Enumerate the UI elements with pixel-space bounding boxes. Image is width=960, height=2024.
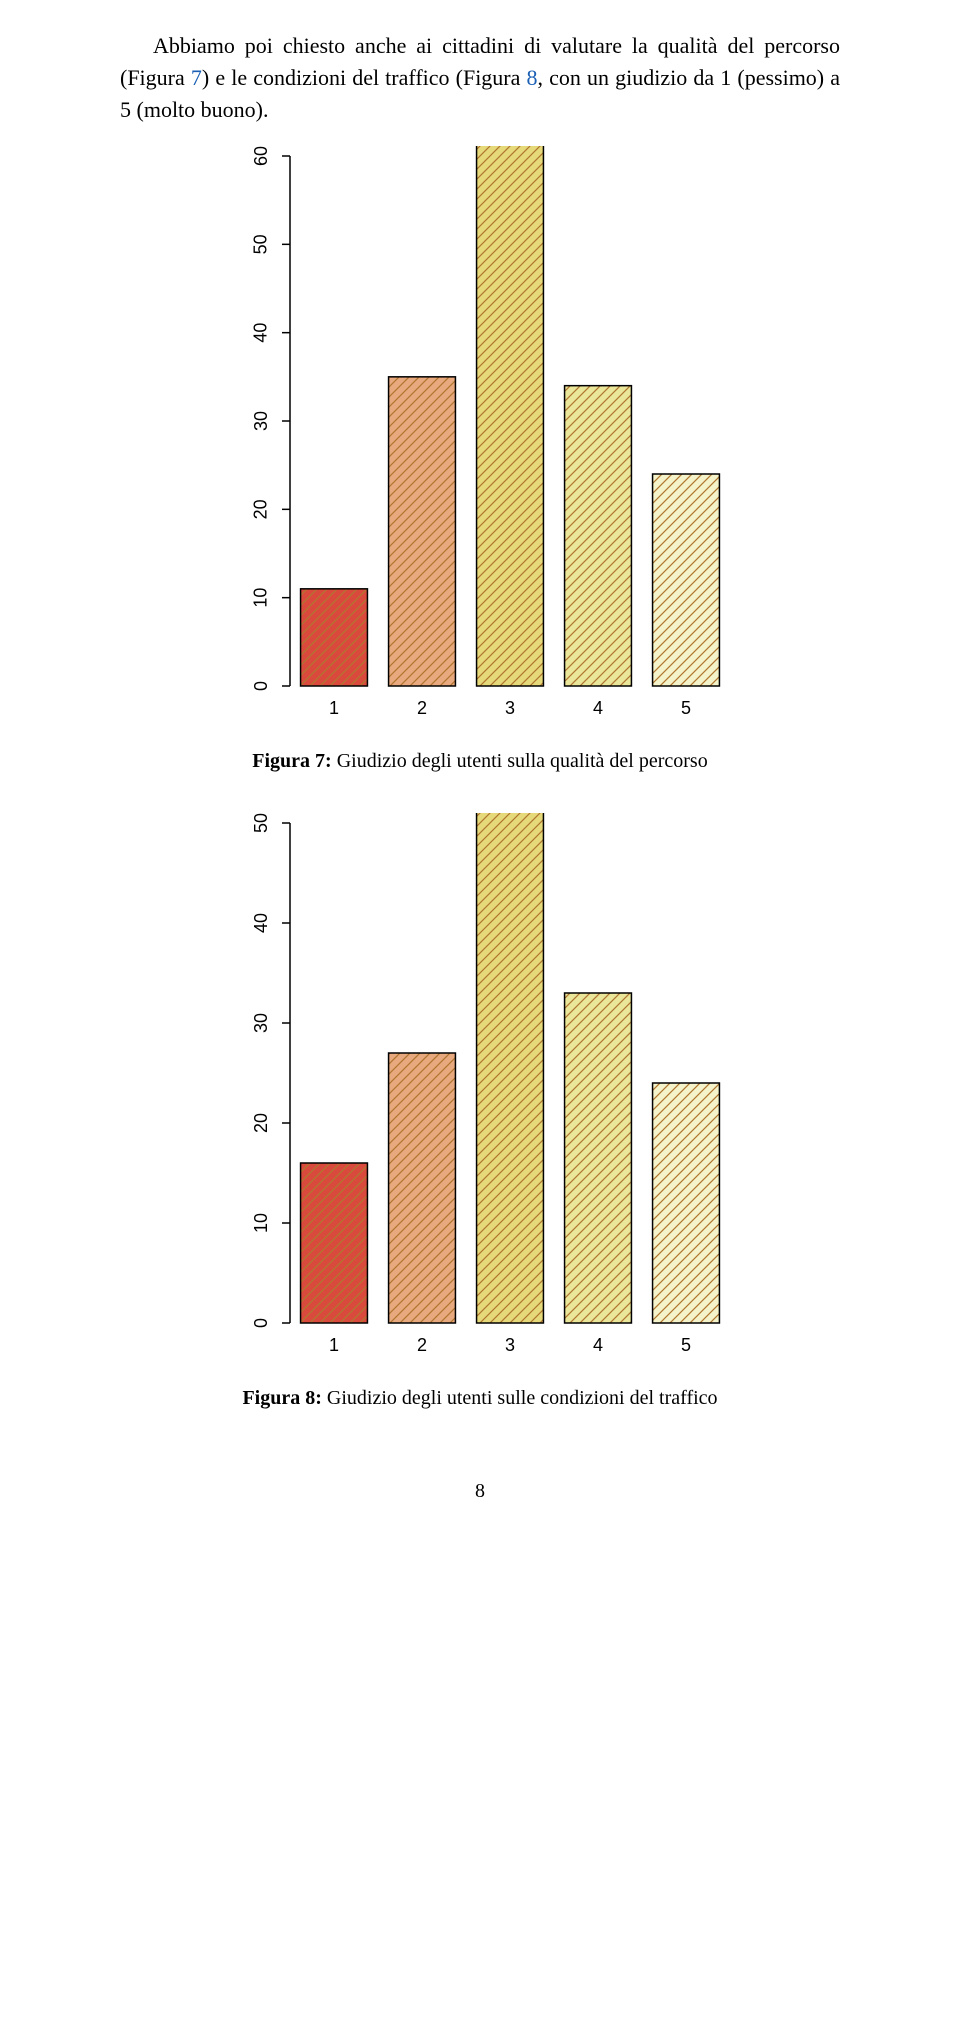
figure-7-caption: Figura 7: Giudizio degli utenti sulla qu… (120, 750, 840, 773)
x-tick-label: 2 (417, 698, 427, 718)
bar (565, 385, 632, 685)
y-tick-label: 40 (251, 322, 271, 342)
y-tick-label: 50 (251, 234, 271, 254)
x-tick-label: 5 (681, 1335, 691, 1355)
bar (389, 377, 456, 686)
bar (389, 1053, 456, 1323)
y-tick-label: 40 (251, 913, 271, 933)
para-text-2: ) e le condizioni del traffico (Figura (202, 65, 527, 90)
x-tick-label: 2 (417, 1335, 427, 1355)
y-tick-label: 20 (251, 499, 271, 519)
bar (653, 474, 720, 686)
figure-8-link[interactable]: 8 (527, 65, 538, 90)
figure-7-caption-text: Giudizio degli utenti sulla qualità del … (332, 750, 708, 772)
y-tick-label: 10 (251, 587, 271, 607)
y-tick-label: 30 (251, 1013, 271, 1033)
bar (301, 589, 368, 686)
y-tick-label: 10 (251, 1213, 271, 1233)
figure-8-chart: 0 10 20 30 40 50 1 2 3 4 5 (200, 813, 760, 1373)
figure-8-caption-prefix: Figura 8: (242, 1387, 321, 1409)
y-tick-label: 0 (251, 681, 271, 691)
bar (653, 1083, 720, 1323)
x-tick-label: 3 (505, 698, 515, 718)
body-paragraph: Abbiamo poi chiesto anche ai cittadini d… (120, 30, 840, 126)
x-tick-label: 1 (329, 1335, 339, 1355)
figure-7-caption-prefix: Figura 7: (252, 750, 331, 772)
bar (477, 146, 544, 686)
page-number: 8 (120, 1480, 840, 1503)
y-tick-label: 60 (251, 146, 271, 166)
figure-8-caption: Figura 8: Giudizio degli utenti sulle co… (120, 1387, 840, 1410)
x-tick-label: 4 (593, 698, 603, 718)
x-tick-label: 4 (593, 1335, 603, 1355)
y-tick-label: 50 (251, 813, 271, 833)
y-tick-label: 20 (251, 1113, 271, 1133)
page: Abbiamo poi chiesto anche ai cittadini d… (0, 0, 960, 1563)
y-tick-label: 0 (251, 1318, 271, 1328)
bar (301, 1163, 368, 1323)
bar (565, 993, 632, 1323)
figure-7-link[interactable]: 7 (191, 65, 202, 90)
x-tick-label: 1 (329, 698, 339, 718)
x-tick-label: 5 (681, 698, 691, 718)
figure-7-chart: 0 10 20 30 40 50 60 1 2 3 4 5 (200, 146, 760, 736)
x-tick-label: 3 (505, 1335, 515, 1355)
y-tick-label: 30 (251, 411, 271, 431)
figure-8-caption-text: Giudizio degli utenti sulle condizioni d… (322, 1387, 718, 1409)
bar (477, 813, 544, 1323)
